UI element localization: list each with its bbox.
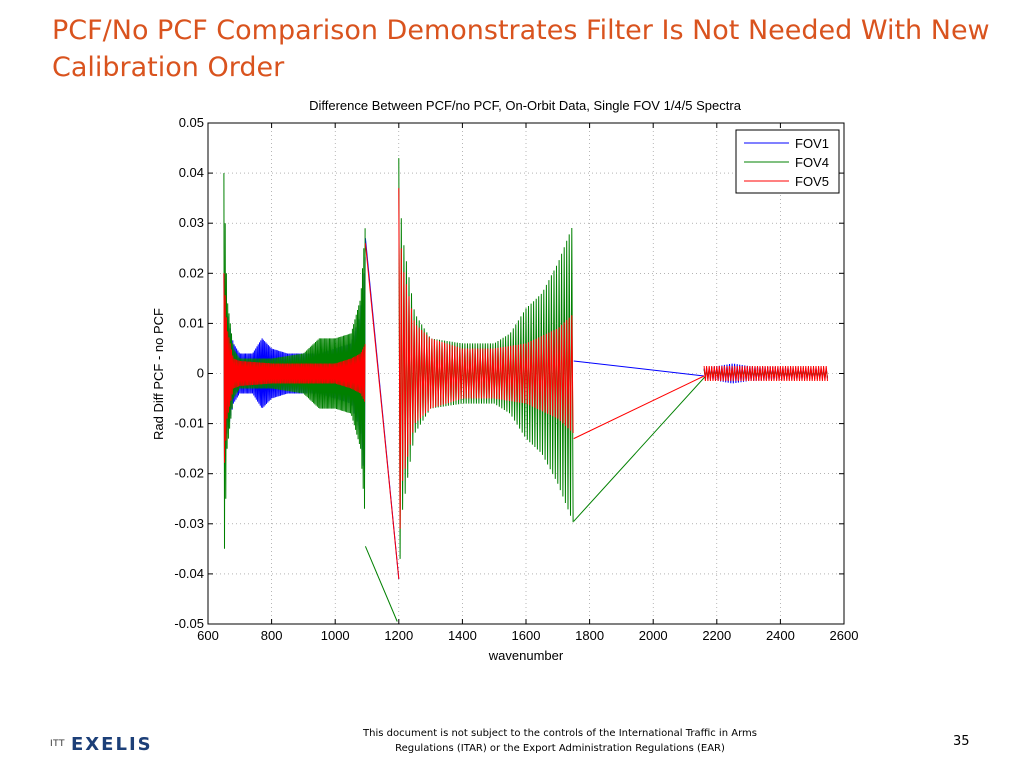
y-tick-label: 0	[197, 366, 204, 381]
series-fov4-connector	[364, 546, 398, 622]
x-tick-label: 2000	[639, 628, 668, 643]
company-logo: ITT EXELIS	[50, 733, 153, 755]
x-axis-label: wavenumber	[488, 648, 564, 663]
chart-title: Difference Between PCF/no PCF, On-Orbit …	[309, 98, 742, 113]
footer-note: This document is not subject to the cont…	[363, 728, 757, 754]
y-tick-label: 0.03	[179, 215, 204, 230]
x-tick-label: 2400	[766, 628, 795, 643]
series-fov5-band	[398, 188, 574, 529]
series-fov5-connector	[364, 243, 400, 579]
series-fov5-connector	[573, 375, 705, 440]
legend-label-fov1: FOV1	[795, 136, 829, 151]
x-tick-label: 2200	[702, 628, 731, 643]
series-fov5-band	[223, 273, 366, 463]
y-tick-label: 0.02	[179, 265, 204, 280]
series-fov4-connector	[573, 375, 707, 522]
y-axis-label: Rad Diff PCF - no PCF	[151, 308, 166, 440]
plot-layer	[223, 158, 828, 622]
series-fov5	[223, 188, 828, 579]
series-fov1-connector	[573, 360, 705, 377]
x-tick-label: 1600	[512, 628, 541, 643]
y-tick-label: -0.04	[174, 566, 204, 581]
y-tick-label: -0.01	[174, 416, 204, 431]
x-tick-label: 600	[197, 628, 219, 643]
x-axis-ticks: 600 800 1000 1200 1400 1600 1800 2000 2200 2400 26…	[197, 123, 858, 643]
x-tick-label: 1400	[448, 628, 477, 643]
y-axis-ticks: -0.05 -0.04 -0.03 -0.02 -0.01 0 0.01 0.02 0.03 0.…	[174, 115, 844, 631]
series-fov5-band	[703, 365, 828, 382]
y-tick-label: 0.04	[179, 165, 204, 180]
y-tick-label: -0.05	[174, 616, 204, 631]
x-tick-label: 1000	[321, 628, 350, 643]
legend: FOV1 FOV4 FOV5	[735, 129, 840, 194]
y-tick-label: 0.01	[179, 315, 204, 330]
y-tick-label: -0.02	[174, 466, 204, 481]
y-tick-label: -0.03	[174, 516, 204, 531]
slide-title: PCF/No PCF Comparison Demonstrates Filte…	[52, 15, 990, 83]
chart: Difference Between PCF/no PCF, On-Orbit …	[151, 98, 858, 663]
page-number: 35	[953, 734, 970, 749]
x-tick-label: 800	[261, 628, 283, 643]
logo-brand: EXELIS	[71, 733, 153, 755]
legend-label-fov4: FOV4	[795, 155, 829, 170]
x-tick-label: 1800	[575, 628, 604, 643]
legend-label-fov5: FOV5	[795, 174, 829, 189]
x-tick-label: 2600	[830, 628, 859, 643]
series-fov4-band	[223, 173, 366, 549]
logo-prefix: ITT	[50, 739, 65, 749]
x-tick-label: 1200	[384, 628, 413, 643]
y-tick-label: 0.05	[179, 115, 204, 130]
